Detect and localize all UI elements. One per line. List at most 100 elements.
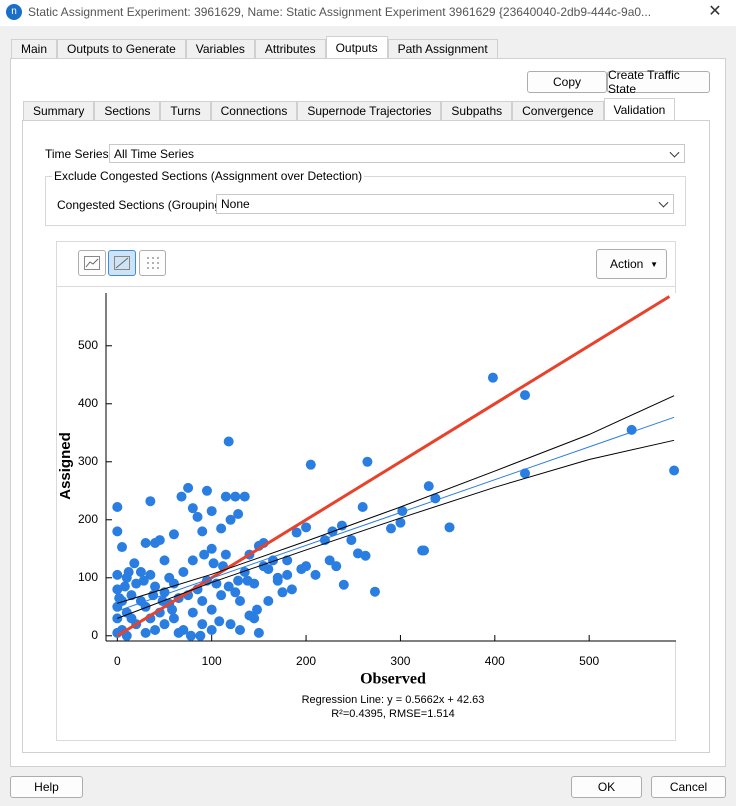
grid-view-button[interactable]	[139, 250, 166, 276]
point	[233, 508, 244, 519]
point	[233, 575, 244, 586]
time-series-label: Time Series:	[45, 147, 112, 161]
point	[249, 613, 260, 624]
point	[352, 548, 363, 559]
y-tick-label: 300	[78, 454, 98, 468]
point	[112, 584, 123, 595]
x-axis-label: Observed	[360, 671, 426, 688]
icon	[114, 256, 130, 270]
tab[interactable]: Path Assignment	[387, 39, 498, 58]
point	[239, 566, 250, 577]
point	[135, 566, 146, 577]
tab[interactable]: Connections	[210, 101, 298, 120]
y-tick-label: 500	[78, 338, 98, 352]
title-bar: n Static Assignment Experiment: 3961629,…	[0, 0, 736, 26]
point	[145, 569, 156, 580]
tab[interactable]: Sections	[94, 101, 161, 120]
point	[362, 456, 373, 467]
point	[419, 545, 430, 556]
point	[112, 526, 123, 537]
point	[223, 581, 234, 592]
point	[187, 607, 198, 618]
point	[216, 590, 227, 601]
point	[199, 549, 210, 560]
regression-annotation: R²=0.4395, RMSE=1.514	[331, 708, 455, 720]
cancel-button[interactable]: Cancel	[651, 776, 726, 798]
point	[336, 520, 347, 531]
time-series-combo[interactable]: All Time Series	[109, 144, 685, 163]
fit-line	[117, 416, 675, 612]
point	[123, 566, 134, 577]
point	[230, 587, 241, 598]
point	[225, 619, 236, 630]
tab[interactable]: Turns	[160, 101, 211, 120]
point	[239, 491, 250, 502]
point	[444, 522, 455, 533]
tab[interactable]: Main	[11, 39, 58, 58]
tab[interactable]: Subpaths	[441, 101, 513, 120]
point	[225, 514, 236, 525]
point	[331, 561, 342, 572]
y-tick-label: 200	[78, 512, 98, 526]
tab[interactable]: Variables	[185, 39, 255, 58]
point	[251, 604, 262, 615]
icon	[146, 257, 159, 269]
x-tick-label: 300	[390, 654, 410, 668]
point	[214, 616, 225, 627]
create-traffic-state-button[interactable]: Create Traffic State	[607, 68, 710, 96]
help-button[interactable]: Help	[10, 776, 83, 798]
app-icon: n	[6, 4, 22, 20]
point	[263, 595, 274, 606]
point	[150, 537, 161, 548]
y-tick-label: 0	[91, 628, 98, 642]
point	[242, 575, 253, 586]
tab[interactable]: Attributes	[254, 39, 326, 58]
point	[140, 537, 151, 548]
point	[395, 517, 406, 528]
point	[346, 535, 357, 546]
group-title: Exclude Congested Sections (Assignment o…	[52, 169, 365, 183]
tab[interactable]: Outputs to Generate	[57, 39, 186, 58]
point	[291, 527, 302, 538]
line-view-button[interactable]	[78, 250, 106, 276]
scatter-view-button[interactable]	[108, 250, 136, 276]
point	[131, 578, 142, 589]
combo-value: None	[221, 197, 250, 211]
point	[159, 619, 170, 630]
point	[338, 579, 349, 590]
tab[interactable]: Summary	[23, 101, 95, 120]
point	[223, 436, 234, 447]
main-tabs: Main Outputs to Generate Variables Attribut…	[11, 36, 498, 58]
tab[interactable]: Supernode Trajectories	[297, 101, 442, 120]
point	[119, 581, 130, 592]
tab[interactable]: Convergence	[512, 101, 604, 120]
point	[253, 627, 264, 638]
point	[112, 502, 123, 513]
point	[369, 586, 380, 597]
point	[140, 601, 151, 612]
point	[117, 542, 128, 553]
point	[201, 485, 212, 496]
point	[112, 569, 123, 580]
tab[interactable]: Validation	[603, 98, 676, 120]
point	[282, 555, 293, 566]
point	[360, 550, 371, 561]
point	[230, 491, 241, 502]
copy-button[interactable]: Copy	[527, 71, 607, 93]
action-button[interactable]: Action ▼	[596, 249, 667, 279]
point	[197, 526, 208, 537]
point	[173, 627, 184, 638]
congested-combo[interactable]: None	[216, 194, 674, 214]
combo-value: All Time Series	[114, 146, 195, 161]
icon	[84, 256, 100, 270]
point	[167, 604, 178, 615]
point	[235, 595, 246, 606]
regression-annotation: Regression Line: y = 0.5662x + 42.63	[302, 694, 485, 706]
point	[286, 584, 297, 595]
point	[487, 372, 498, 383]
ok-button[interactable]: OK	[571, 776, 642, 798]
close-button[interactable]: ✕	[708, 3, 722, 20]
point	[206, 604, 217, 615]
tab[interactable]: Outputs	[325, 36, 388, 58]
point	[626, 424, 637, 435]
